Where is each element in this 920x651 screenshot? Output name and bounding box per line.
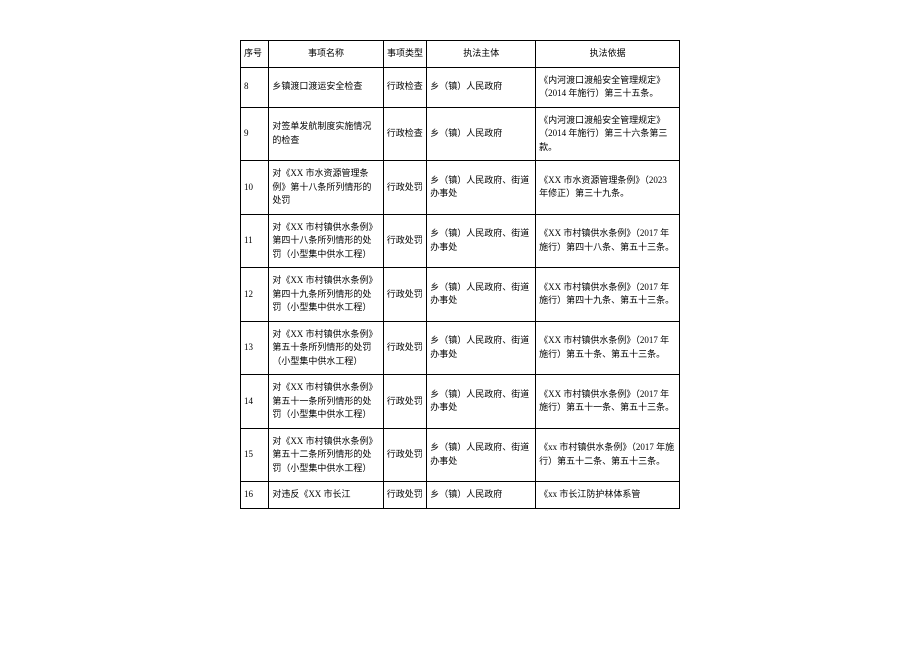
col-header-subject: 执法主体 [427,41,536,68]
cell-type: 行政处罚 [383,268,427,322]
cell-idx: 13 [241,321,269,375]
table-header-row: 序号 事项名称 事项类型 执法主体 执法依据 [241,41,680,68]
cell-name: 对《XX 市村镇供水条例》第四十八条所列情形的处罚（小型集中供水工程） [269,214,383,268]
cell-type: 行政处罚 [383,161,427,215]
cell-idx: 11 [241,214,269,268]
col-header-name: 事项名称 [269,41,383,68]
cell-type: 行政检查 [383,67,427,107]
cell-type: 行政处罚 [383,214,427,268]
cell-basis: 《xx 市村镇供水条例》（2017 年施行）第五十二条、第五十三条。 [536,428,680,482]
cell-name: 对《XX 市村镇供水条例》第四十九条所列情形的处罚（小型集中供水工程） [269,268,383,322]
col-header-type: 事项类型 [383,41,427,68]
document-page: 序号 事项名称 事项类型 执法主体 执法依据 8 乡镇渡口渡运安全检查 行政检查… [240,40,680,509]
cell-subject: 乡（镇）人民政府、街道办事处 [427,321,536,375]
cell-type: 行政处罚 [383,321,427,375]
col-header-idx: 序号 [241,41,269,68]
col-header-basis: 执法依据 [536,41,680,68]
cell-idx: 8 [241,67,269,107]
cell-subject: 乡（镇）人民政府、街道办事处 [427,268,536,322]
enforcement-table: 序号 事项名称 事项类型 执法主体 执法依据 8 乡镇渡口渡运安全检查 行政检查… [240,40,680,509]
cell-idx: 10 [241,161,269,215]
cell-basis: 《内河渡口渡船安全管理规定》（2014 年施行）第三十五条。 [536,67,680,107]
table-row: 11 对《XX 市村镇供水条例》第四十八条所列情形的处罚（小型集中供水工程） 行… [241,214,680,268]
cell-basis: 《XX 市村镇供水条例》（2017 年施行）第五十一条、第五十三条。 [536,375,680,429]
cell-subject: 乡（镇）人民政府 [427,67,536,107]
cell-name: 对签单发航制度实施情况的检查 [269,107,383,161]
cell-name: 对《XX 市水资源管理条例》第十八条所列情形的处罚 [269,161,383,215]
cell-subject: 乡（镇）人民政府、街道办事处 [427,161,536,215]
cell-name: 对《XX 市村镇供水条例》第五十二条所列情形的处罚（小型集中供水工程） [269,428,383,482]
table-row: 15 对《XX 市村镇供水条例》第五十二条所列情形的处罚（小型集中供水工程） 行… [241,428,680,482]
cell-type: 行政处罚 [383,428,427,482]
cell-idx: 14 [241,375,269,429]
cell-idx: 16 [241,482,269,509]
cell-basis: 《XX 市村镇供水条例》（2017 年施行）第四十九条、第五十三条。 [536,268,680,322]
cell-subject: 乡（镇）人民政府、街道办事处 [427,428,536,482]
cell-basis: 《xx 市长江防护林体系管 [536,482,680,509]
cell-idx: 12 [241,268,269,322]
table-row: 16 对违反《XX 市长江 行政处罚 乡（镇）人民政府 《xx 市长江防护林体系… [241,482,680,509]
table-row: 13 对《XX 市村镇供水条例》第五十条所列情形的处罚（小型集中供水工程） 行政… [241,321,680,375]
cell-subject: 乡（镇）人民政府 [427,482,536,509]
cell-name: 对违反《XX 市长江 [269,482,383,509]
cell-name: 乡镇渡口渡运安全检查 [269,67,383,107]
table-row: 10 对《XX 市水资源管理条例》第十八条所列情形的处罚 行政处罚 乡（镇）人民… [241,161,680,215]
cell-name: 对《XX 市村镇供水条例》第五十一条所列情形的处罚（小型集中供水工程） [269,375,383,429]
cell-basis: 《XX 市水资源管理条例》（2023 年修正）第三十九条。 [536,161,680,215]
cell-type: 行政检查 [383,107,427,161]
cell-basis: 《XX 市村镇供水条例》（2017 年施行）第五十条、第五十三条。 [536,321,680,375]
cell-type: 行政处罚 [383,375,427,429]
cell-idx: 15 [241,428,269,482]
table-row: 8 乡镇渡口渡运安全检查 行政检查 乡（镇）人民政府 《内河渡口渡船安全管理规定… [241,67,680,107]
cell-subject: 乡（镇）人民政府 [427,107,536,161]
cell-basis: 《内河渡口渡船安全管理规定》（2014 年施行）第三十六条第三款。 [536,107,680,161]
cell-subject: 乡（镇）人民政府、街道办事处 [427,214,536,268]
table-row: 14 对《XX 市村镇供水条例》第五十一条所列情形的处罚（小型集中供水工程） 行… [241,375,680,429]
table-row: 12 对《XX 市村镇供水条例》第四十九条所列情形的处罚（小型集中供水工程） 行… [241,268,680,322]
cell-type: 行政处罚 [383,482,427,509]
cell-idx: 9 [241,107,269,161]
cell-subject: 乡（镇）人民政府、街道办事处 [427,375,536,429]
table-row: 9 对签单发航制度实施情况的检查 行政检查 乡（镇）人民政府 《内河渡口渡船安全… [241,107,680,161]
cell-name: 对《XX 市村镇供水条例》第五十条所列情形的处罚（小型集中供水工程） [269,321,383,375]
cell-basis: 《XX 市村镇供水条例》（2017 年施行）第四十八条、第五十三条。 [536,214,680,268]
